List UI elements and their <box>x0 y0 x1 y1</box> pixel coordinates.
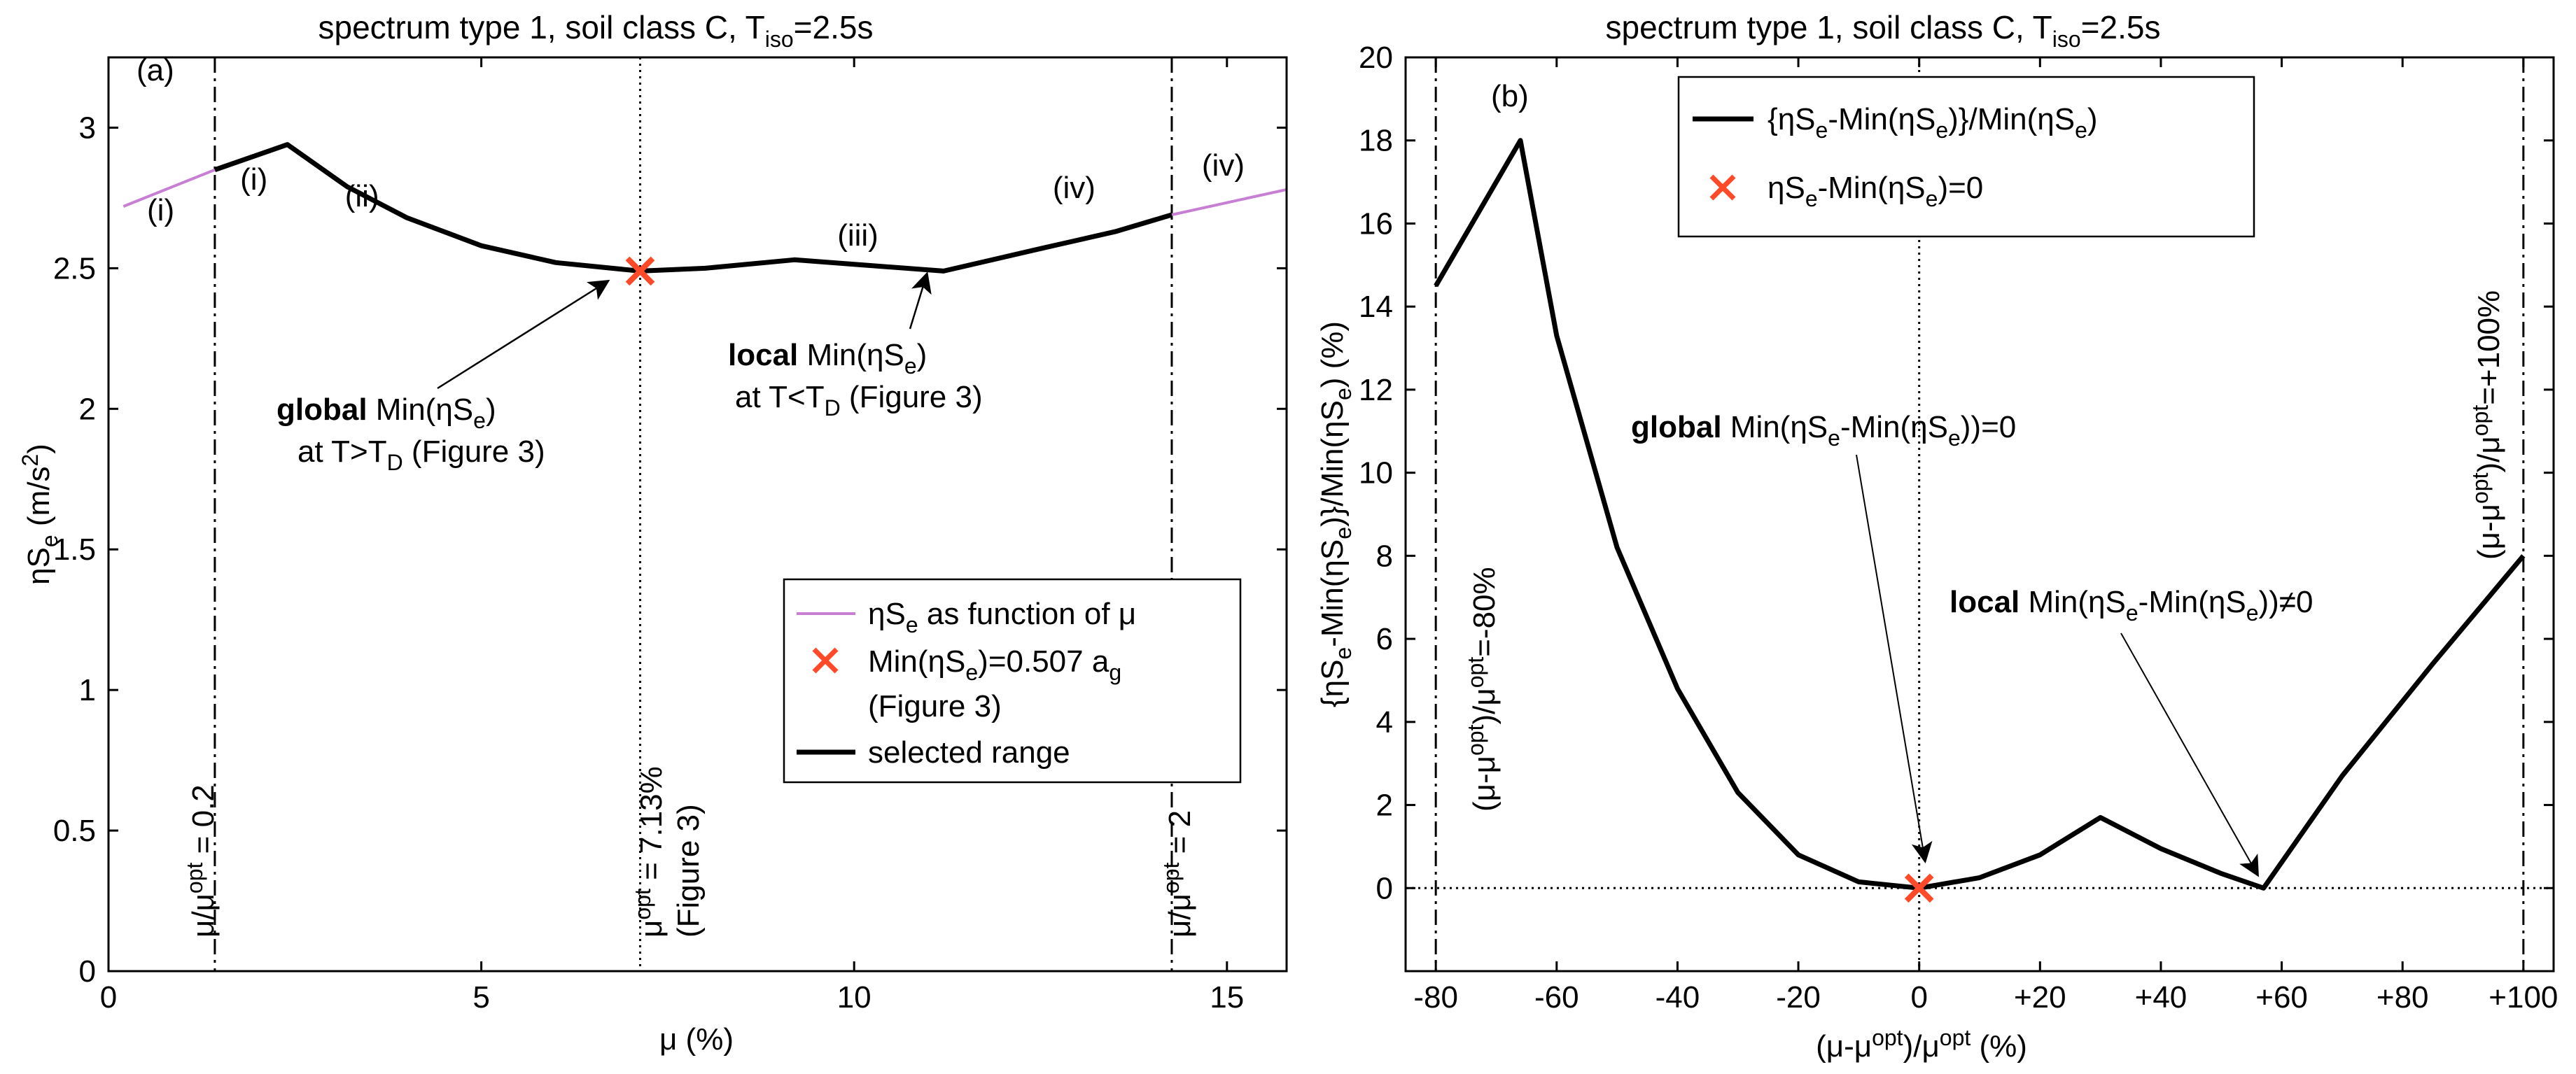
vline-label-figure3: (Figure 3) <box>671 804 706 938</box>
legend-a-entry-min: Min(ηSe)=0.507 ag <box>868 644 1121 685</box>
panel-b-y-tick-label: 2 <box>1376 789 1393 823</box>
annotation-global-min-a-line2: at T>TD (Figure 3) <box>298 434 545 475</box>
panel-b-series <box>1434 138 2526 903</box>
panel-a: spectrum type 1, soil class C, Tiso=2.5s… <box>18 9 1288 1057</box>
legend-b-swatch-marker <box>1709 174 1736 201</box>
arrow-global-min-b <box>1856 454 1933 863</box>
arrow-global-min-a <box>437 279 610 390</box>
panel-b-x-tick-label: -40 <box>1656 980 1700 1015</box>
vline-label-plus-100: (μ-μopt)/μopt=+100% <box>2468 290 2506 560</box>
panel-a-y-tick-label: 3 <box>79 111 96 145</box>
panel-b-y-tick-label: 6 <box>1376 622 1393 656</box>
panel-b-y-tick-label: 4 <box>1376 705 1393 740</box>
legend-a-entry-min-line2: (Figure 3) <box>868 689 1002 723</box>
panel-b-y-tick-label: 10 <box>1359 456 1393 490</box>
panel-b-y-tick-label: 8 <box>1376 539 1393 573</box>
panel-a-x-tick-label: 15 <box>1210 980 1244 1015</box>
vline-label-minus-80: (μ-μopt)/μopt=-80% <box>1463 567 1502 812</box>
panel-b-y-tick-label: 16 <box>1359 206 1393 241</box>
legend-b-entry-curve: {ηSe-Min(ηSe)}/Min(ηSe) <box>1768 102 2098 143</box>
panel-a-x-tick-label: 0 <box>100 980 117 1015</box>
panel-a-y-tick-label: 0 <box>79 954 96 989</box>
legend-a-entry-function: ηSe as function of μ <box>868 597 1136 637</box>
panel-a-ticks: 0 5 10 15 0 0.5 1 1.5 2 2.5 3 <box>53 57 1287 1015</box>
region-label: (iii) <box>837 218 878 253</box>
panel-a-x-axis-label: μ (%) <box>659 1022 734 1057</box>
region-label: (ii) <box>345 179 379 213</box>
panel-a-x-tick-label: 10 <box>837 980 872 1015</box>
panel-a-series-line-0 <box>122 168 216 208</box>
panel-a-reference-lines <box>214 57 1173 971</box>
panel-b-y-tick-label: 12 <box>1359 373 1393 407</box>
panel-b-y-axis-label: {ηSe-Min(ηSe)}/Min(ηSe) (%) <box>1315 321 1356 707</box>
panel-b-x-tick-label: +100 <box>2488 980 2558 1015</box>
panel-a-region-labels: (i) (i) (ii) (iii) (iv) (iv) <box>147 148 1245 253</box>
vline-label-mu-2: μ/μopt = 2 <box>1158 810 1197 938</box>
legend-b-box <box>1677 76 2255 238</box>
panel-a-series-line-1 <box>1171 188 1287 216</box>
panel-b-x-tick-label: -20 <box>1776 980 1821 1015</box>
legend-a-swatch-min-marker <box>812 647 839 674</box>
panel-b-series-line-0 <box>1434 138 2526 891</box>
annotation-local-min-b: local Min(ηSe-Min(ηSe))≠0 <box>1949 585 2313 626</box>
panel-b-y-tick-label: 0 <box>1376 871 1393 905</box>
annotation-local-min-a: local Min(ηSe) <box>728 338 927 379</box>
legend-a-entry-selected: selected range <box>868 735 1070 770</box>
panel-a-legend: ηSe as function of μ Min(ηSe)=0.507 ag (… <box>783 578 1242 784</box>
panel-b-axes-frame <box>1404 56 2555 973</box>
panel-a-y-tick-label: 0.5 <box>53 814 96 848</box>
panel-b-x-tick-label: -60 <box>1534 980 1579 1015</box>
panel-a-y-tick-label: 1 <box>79 673 96 707</box>
panel-a-series <box>122 142 1287 286</box>
panel-a-y-axis-label: ηSe (m/s2) <box>18 444 62 585</box>
panel-a-x-tick-label: 5 <box>472 980 489 1015</box>
panel-b-min-marker <box>1904 873 1934 903</box>
panel-b-x-tick-label: +80 <box>2376 980 2429 1015</box>
panel-b-x-tick-label: +40 <box>2135 980 2188 1015</box>
vline-label-mu-0.2: μ/μopt = 0.2 <box>182 784 220 938</box>
region-label: (iv) <box>1053 171 1096 205</box>
panel-b-x-tick-label: +20 <box>2014 980 2066 1015</box>
region-label: (i) <box>147 193 174 227</box>
panel-a-min-marker <box>625 256 655 286</box>
panel-a-y-tick-label: 2 <box>79 392 96 426</box>
panel-b-x-tick-label: +60 <box>2255 980 2308 1015</box>
region-label: (i) <box>240 162 267 197</box>
panel-b-x-tick-label: 0 <box>1910 980 1927 1015</box>
panel-a-series-line-2 <box>214 142 1172 274</box>
panel-b-panel-label: (b) <box>1491 79 1529 113</box>
panel-a-axes-frame <box>107 56 1288 973</box>
panel-b-y-tick-label: 20 <box>1359 41 1393 75</box>
panel-b-x-axis-label: (μ-μopt)/μopt (%) <box>1816 1025 2027 1064</box>
panel-a-y-tick-label: 1.5 <box>53 532 96 567</box>
annotation-global-min-a: global Min(ηSe) <box>276 393 496 433</box>
legend-a-box <box>783 578 1242 784</box>
annotation-global-min-b: global Min(ηSe-Min(ηSe))=0 <box>1631 410 2016 451</box>
arrow-local-min-a <box>909 271 932 330</box>
panel-b-legend: {ηSe-Min(ηSe)}/Min(ηSe) ηSe-Min(ηSe)=0 <box>1677 76 2255 238</box>
panel-a-title: spectrum type 1, soil class C, Tiso=2.5s <box>318 9 874 52</box>
panel-b-y-tick-label: 14 <box>1359 290 1393 324</box>
panel-b-x-tick-label: -80 <box>1413 980 1458 1015</box>
panel-b-title: spectrum type 1, soil class C, Tiso=2.5s <box>1606 9 2161 52</box>
region-label: (iv) <box>1202 148 1245 183</box>
panel-b: spectrum type 1, soil class C, Tiso=2.5s… <box>1315 9 2558 1064</box>
annotation-local-min-a-line2: at T<TD (Figure 3) <box>735 380 983 421</box>
panel-a-panel-label: (a) <box>136 53 174 87</box>
arrow-local-min-b <box>2120 633 2259 877</box>
panel-b-y-tick-label: 18 <box>1359 124 1393 158</box>
legend-b-entry-marker: ηSe-Min(ηSe)=0 <box>1768 171 1983 211</box>
vline-label-mu-opt: μopt = 7.13% <box>630 766 668 938</box>
panel-a-y-tick-label: 2.5 <box>53 251 96 285</box>
